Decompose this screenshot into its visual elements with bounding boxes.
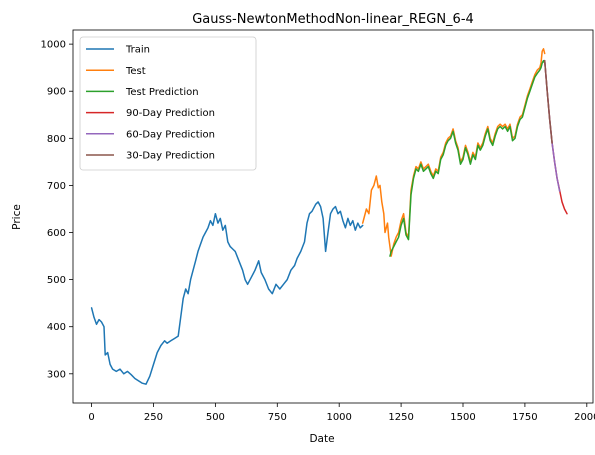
y-tick-label: 800 — [47, 134, 66, 145]
y-tick-label: 700 — [47, 181, 66, 192]
series-layer — [90, 48, 568, 385]
legend-label: 90-Day Prediction — [126, 108, 215, 119]
x-tick-label: 1750 — [512, 412, 537, 423]
legend: Train Test Test Prediction 90-Day Predictio… — [79, 36, 257, 171]
x-axis-label: Date — [309, 433, 334, 445]
y-tick-label: 300 — [47, 369, 66, 380]
y-tick-label: 400 — [47, 322, 66, 333]
x-tick-label: 1250 — [388, 412, 413, 423]
y-axis-label: Price — [11, 204, 23, 230]
legend-label: Test — [125, 66, 146, 77]
x-tick-label: 2000 — [574, 412, 595, 423]
legend-label: Test Prediction — [125, 87, 199, 98]
x-tick-label: 750 — [268, 412, 287, 423]
y-tick-label: 900 — [47, 87, 66, 98]
x-tick-label: 1500 — [450, 412, 475, 423]
series-line-3 — [389, 59, 546, 257]
x-tick-label: 250 — [144, 412, 163, 423]
y-axis: 300 400 500 600 700 800 900 1000 — [41, 40, 73, 380]
x-tick-label: 500 — [206, 412, 225, 423]
x-axis: 0 250 500 750 1000 1250 1500 1750 2000 — [88, 403, 595, 423]
legend-label: 30-Day Prediction — [126, 151, 215, 162]
y-tick-label: 500 — [47, 275, 66, 286]
y-tick-label: 600 — [47, 228, 66, 239]
legend-label: Train — [125, 45, 150, 56]
chart-title: Gauss-NewtonMethodNon-linear_REGN_6-4 — [192, 12, 474, 27]
series-line-6 — [543, 59, 553, 144]
x-tick-label: 1000 — [326, 412, 351, 423]
plot-frame — [72, 29, 594, 404]
series-line-1 — [90, 201, 364, 385]
legend-frame — [79, 36, 257, 171]
y-tick-label: 1000 — [41, 40, 66, 51]
legend-label: 60-Day Prediction — [126, 129, 215, 140]
x-tick-label: 0 — [88, 412, 94, 423]
